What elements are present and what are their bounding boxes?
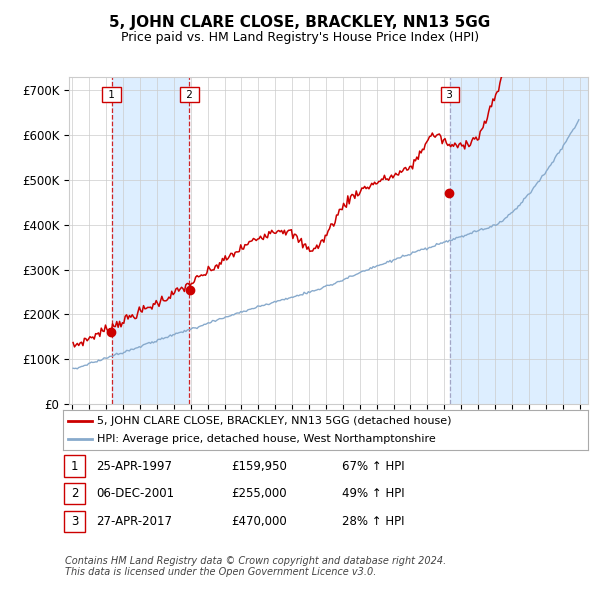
- Text: 1: 1: [105, 90, 118, 100]
- Text: 28% ↑ HPI: 28% ↑ HPI: [342, 515, 404, 528]
- Text: 67% ↑ HPI: 67% ↑ HPI: [342, 460, 404, 473]
- Text: 25-APR-1997: 25-APR-1997: [96, 460, 172, 473]
- Text: 49% ↑ HPI: 49% ↑ HPI: [342, 487, 404, 500]
- Text: 3: 3: [443, 90, 456, 100]
- Text: Price paid vs. HM Land Registry's House Price Index (HPI): Price paid vs. HM Land Registry's House …: [121, 31, 479, 44]
- Text: £159,950: £159,950: [231, 460, 287, 473]
- Text: 2: 2: [183, 90, 196, 100]
- Text: 2: 2: [71, 487, 78, 500]
- Text: 5, JOHN CLARE CLOSE, BRACKLEY, NN13 5GG (detached house): 5, JOHN CLARE CLOSE, BRACKLEY, NN13 5GG …: [97, 417, 452, 427]
- Text: 27-APR-2017: 27-APR-2017: [96, 515, 172, 528]
- Text: 3: 3: [71, 515, 78, 528]
- Text: 06-DEC-2001: 06-DEC-2001: [96, 487, 174, 500]
- Text: £470,000: £470,000: [231, 515, 287, 528]
- Text: £255,000: £255,000: [231, 487, 287, 500]
- Text: 1: 1: [71, 460, 78, 473]
- Bar: [450, 77, 588, 404]
- Text: HPI: Average price, detached house, West Northamptonshire: HPI: Average price, detached house, West…: [97, 434, 436, 444]
- Bar: [112, 77, 190, 404]
- Text: Contains HM Land Registry data © Crown copyright and database right 2024.
This d: Contains HM Land Registry data © Crown c…: [65, 556, 446, 578]
- Text: 5, JOHN CLARE CLOSE, BRACKLEY, NN13 5GG: 5, JOHN CLARE CLOSE, BRACKLEY, NN13 5GG: [109, 15, 491, 30]
